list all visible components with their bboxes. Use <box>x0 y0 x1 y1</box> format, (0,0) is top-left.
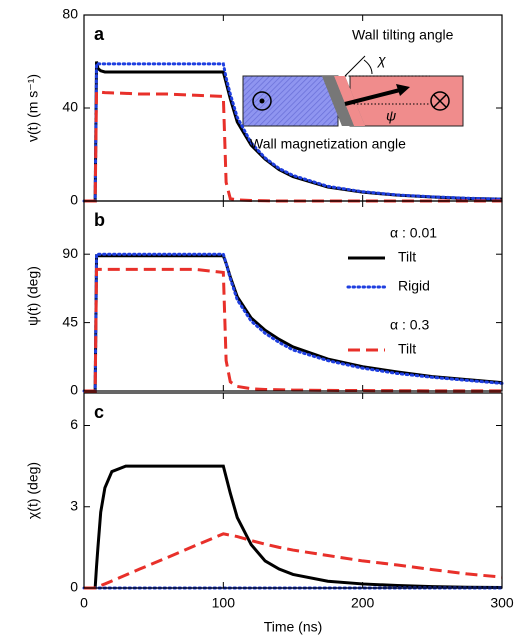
series-line <box>84 90 502 203</box>
legend-group-title: α : 0.3 <box>390 317 429 333</box>
inset-diagram <box>242 55 464 127</box>
legend-label: Tilt <box>398 341 416 357</box>
x-tick-label: 200 <box>351 595 375 611</box>
x-axis-label: Time (ns) <box>264 619 323 635</box>
y-axis-label: ψ(t) (deg) <box>25 266 41 326</box>
series-line <box>84 532 503 590</box>
y-tick-label: 6 <box>70 416 78 432</box>
series-line <box>84 267 502 393</box>
x-tick-label: 300 <box>490 595 514 611</box>
series-line <box>82 62 504 203</box>
x-tick-label: 0 <box>80 595 88 611</box>
inset-label: χ <box>376 52 386 68</box>
panel-label: a <box>94 24 105 44</box>
panel-label: c <box>94 402 104 422</box>
y-tick-label: 0 <box>70 579 78 595</box>
plot-frame <box>83 200 503 392</box>
y-tick-label: 0 <box>70 192 78 208</box>
inset-label: Wall tilting angle <box>352 27 454 43</box>
legend-group-title: α : 0.01 <box>390 225 437 241</box>
inset-label: ψ <box>386 108 396 124</box>
y-axis-label: χ(t) (deg) <box>25 462 41 519</box>
plot-frame <box>83 392 503 589</box>
y-tick-label: 0 <box>70 382 78 398</box>
y-axis-label: v(t) (m s⁻¹) <box>25 74 41 142</box>
series-line <box>84 254 503 393</box>
inset-label: Wall magnetization angle <box>250 136 406 152</box>
legend-label: Rigid <box>398 278 430 294</box>
y-tick-label: 3 <box>70 497 78 513</box>
y-tick-label: 45 <box>62 313 78 329</box>
y-tick-label: 40 <box>62 99 78 115</box>
series-line <box>82 252 504 393</box>
legend-label: Tilt <box>398 249 416 265</box>
panel-label: b <box>94 210 105 230</box>
y-tick-label: 90 <box>62 245 78 261</box>
y-tick-label: 80 <box>62 6 78 22</box>
x-tick-label: 100 <box>212 595 236 611</box>
